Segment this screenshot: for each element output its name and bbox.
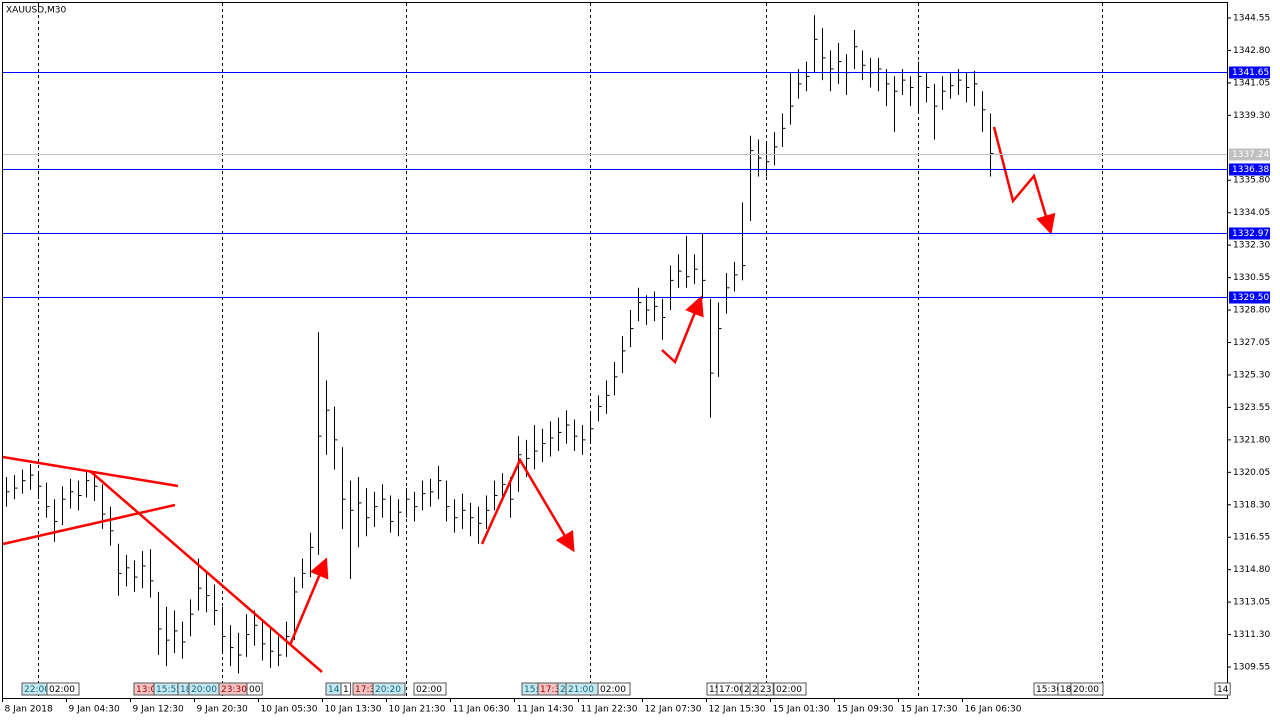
x-tick-label: 15 Jan 01:30 — [773, 705, 830, 715]
plot-area — [6, 15, 994, 674]
y-tick-label: 1332.30 — [1233, 241, 1270, 251]
level-label: 1337.24 — [1232, 150, 1269, 160]
x-tick-label: 15 Jan 09:30 — [837, 705, 894, 715]
time-marker: 15 — [709, 685, 720, 695]
x-tick-label: 12 Jan 07:30 — [645, 705, 702, 715]
level-label: 1341.65 — [1232, 68, 1269, 78]
x-tick-label: 10 Jan 05:30 — [261, 705, 318, 715]
level-label: 1329.50 — [1232, 293, 1269, 303]
time-marker: 02:00 — [416, 685, 442, 695]
time-marker: 13:0 — [136, 685, 156, 695]
time-marker: 14 — [328, 685, 340, 695]
time-marker: 17:3 — [355, 685, 375, 695]
y-tick-label: 1327.05 — [1233, 338, 1270, 348]
annotations — [2, 126, 1056, 673]
time-marker-box — [597, 682, 631, 696]
time-marker-box — [773, 682, 807, 696]
level-label-box — [1229, 66, 1270, 79]
x-tick-label: 10 Jan 21:30 — [389, 705, 446, 715]
x-tick-label: 9 Jan 20:30 — [197, 705, 249, 715]
x-tick-label: 16 Jan 06:30 — [965, 705, 1022, 715]
time-marker: 02:00 — [600, 685, 626, 695]
time-marker: 2 — [560, 685, 566, 695]
trendline — [2, 503, 176, 546]
x-tick-label: 9 Jan 12:30 — [133, 705, 185, 715]
x-tick-label: 11 Jan 14:30 — [517, 705, 574, 715]
y-tick-label: 1311.30 — [1233, 630, 1270, 640]
arrow — [480, 457, 575, 553]
y-tick-label: 1334.05 — [1233, 208, 1270, 218]
x-tick-label: 12 Jan 15:30 — [709, 705, 766, 715]
trendline — [89, 470, 323, 673]
y-tick-label: 1314.80 — [1233, 565, 1270, 575]
y-tick-label: 1320.05 — [1233, 468, 1270, 478]
y-tick-label: 1321.80 — [1233, 435, 1270, 445]
arrow — [992, 126, 1056, 235]
level-label-box — [1229, 163, 1270, 176]
y-tick-label: 1318.30 — [1233, 500, 1270, 510]
time-marker: 17:3 — [540, 685, 560, 695]
time-marker: 20:00 — [191, 685, 217, 695]
time-marker-box — [372, 682, 406, 696]
time-marker-box — [757, 682, 774, 696]
x-tick-label: 15 Jan 17:30 — [901, 705, 958, 715]
y-tick-label: 1339.30 — [1233, 111, 1270, 121]
y-tick-label: 1309.55 — [1233, 663, 1270, 673]
time-marker: 18 — [180, 685, 192, 695]
arrow — [661, 295, 704, 365]
y-tick-label: 1325.30 — [1233, 370, 1270, 380]
x-tick-label: 9 Jan 04:30 — [69, 705, 121, 715]
y-tick-label: 1342.80 — [1233, 46, 1270, 56]
time-marker: 02:00 — [49, 685, 75, 695]
x-tick-label: 8 Jan 2018 — [5, 705, 53, 715]
time-marker: 2 — [752, 685, 758, 695]
time-marker: 22:00 — [24, 685, 50, 695]
time-marker: 15:30 — [1036, 685, 1062, 695]
arrow — [288, 557, 329, 646]
day-separators — [38, 3, 1103, 698]
y-tick-label: 1344.55 — [1233, 13, 1270, 23]
level-label-box — [1229, 291, 1270, 304]
time-marker: 21:00 — [568, 685, 594, 695]
time-marker: 2 — [744, 685, 750, 695]
level-label: 1332.97 — [1232, 229, 1269, 239]
x-tick-label: 11 Jan 22:30 — [581, 705, 638, 715]
time-marker-box — [1214, 682, 1231, 696]
time-marker: 23:30 — [221, 685, 247, 695]
time-marker-box — [413, 682, 447, 696]
y-tick-label: 1328.80 — [1233, 306, 1270, 316]
x-tick-label: 11 Jan 06:30 — [453, 705, 510, 715]
time-marker: 20:00 — [1073, 685, 1099, 695]
level-label: 1336.38 — [1232, 165, 1269, 175]
time-marker: 23 — [760, 685, 771, 695]
time-marker-box — [1070, 682, 1104, 696]
y-tick-label: 1330.55 — [1233, 273, 1270, 283]
x-tick-label: 10 Jan 13:30 — [325, 705, 382, 715]
y-tick-label: 1335.80 — [1233, 176, 1270, 186]
time-marker: 20:20 — [375, 685, 401, 695]
time-marker: 14 — [1217, 685, 1229, 695]
time-marker: 15:55 — [156, 685, 182, 695]
y-tick-label: 1323.55 — [1233, 403, 1270, 413]
y-tick-label: 1341.05 — [1233, 78, 1270, 88]
time-marker: 00 — [249, 685, 261, 695]
time-marker: 17:00 — [719, 685, 745, 695]
y-tick-label: 1313.05 — [1233, 598, 1270, 608]
plot-frame — [2, 2, 1228, 699]
time-marker: 18 — [1060, 685, 1072, 695]
time-marker-box — [246, 682, 263, 696]
time-marker-box — [340, 682, 352, 696]
level-label-box — [1229, 227, 1270, 240]
chart-title: XAUUSD,M30 — [6, 6, 66, 16]
y-tick-label: 1316.55 — [1233, 533, 1270, 543]
level-label-box — [1229, 148, 1270, 161]
time-marker: 1 — [343, 685, 349, 695]
time-marker: 15: — [524, 685, 538, 695]
time-marker: 02:00 — [776, 685, 802, 695]
time-marker-box — [46, 682, 80, 696]
